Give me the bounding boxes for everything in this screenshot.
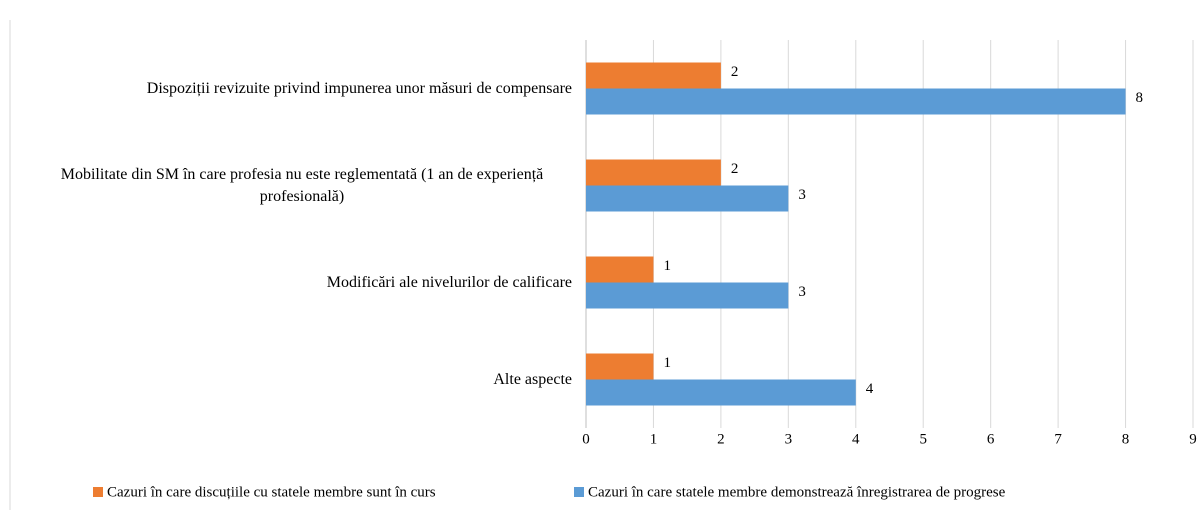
value-label: 3 <box>798 284 806 300</box>
category-label-box: Dispoziții revizuite privind impunerea u… <box>147 59 572 119</box>
bar <box>586 353 654 380</box>
bar <box>586 379 856 406</box>
value-label: 2 <box>731 161 739 177</box>
x-tick-label: 7 <box>1054 431 1062 447</box>
legend-swatch <box>574 487 584 497</box>
x-tick-label: 4 <box>852 431 860 447</box>
x-tick-label: 1 <box>650 431 658 447</box>
category-label-box: Modificări ale nivelurilor de calificare <box>327 253 572 313</box>
value-label: 8 <box>1136 90 1144 106</box>
legend-label: Cazuri în care discuțiile cu statele mem… <box>107 484 436 500</box>
bar <box>586 88 1126 115</box>
y-tick-label: Alte aspecte <box>493 370 572 388</box>
value-label: 1 <box>663 258 671 274</box>
x-tick-label: 0 <box>582 431 590 447</box>
x-tick-label: 3 <box>785 431 793 447</box>
y-tick-label: Modificări ale nivelurilor de calificare <box>326 273 572 291</box>
x-tick-label: 8 <box>1122 431 1130 447</box>
x-tick-label: 5 <box>919 431 927 447</box>
category-label-box: Mobilitate din SM în care profesia nu es… <box>32 156 572 216</box>
value-label: 2 <box>731 64 739 80</box>
value-label: 3 <box>798 187 806 203</box>
x-tick-label: 9 <box>1189 431 1197 447</box>
legend-label: Cazuri în care statele membre demonstrea… <box>588 484 1006 500</box>
bar <box>586 282 789 309</box>
bar <box>586 62 721 89</box>
value-label: 4 <box>866 381 874 397</box>
bar <box>586 159 721 186</box>
x-tick-label: 2 <box>717 431 725 447</box>
y-tick-label: Mobilitate din SM în care profesia nu es… <box>60 165 544 205</box>
bar <box>586 185 789 212</box>
category-label-box: Alte aspecte <box>493 350 572 410</box>
legend-swatch <box>93 487 103 497</box>
bar <box>586 256 654 283</box>
value-label: 1 <box>663 355 671 371</box>
x-tick-label: 6 <box>987 431 995 447</box>
y-tick-label: Dispoziții revizuite privind impunerea u… <box>146 79 572 97</box>
